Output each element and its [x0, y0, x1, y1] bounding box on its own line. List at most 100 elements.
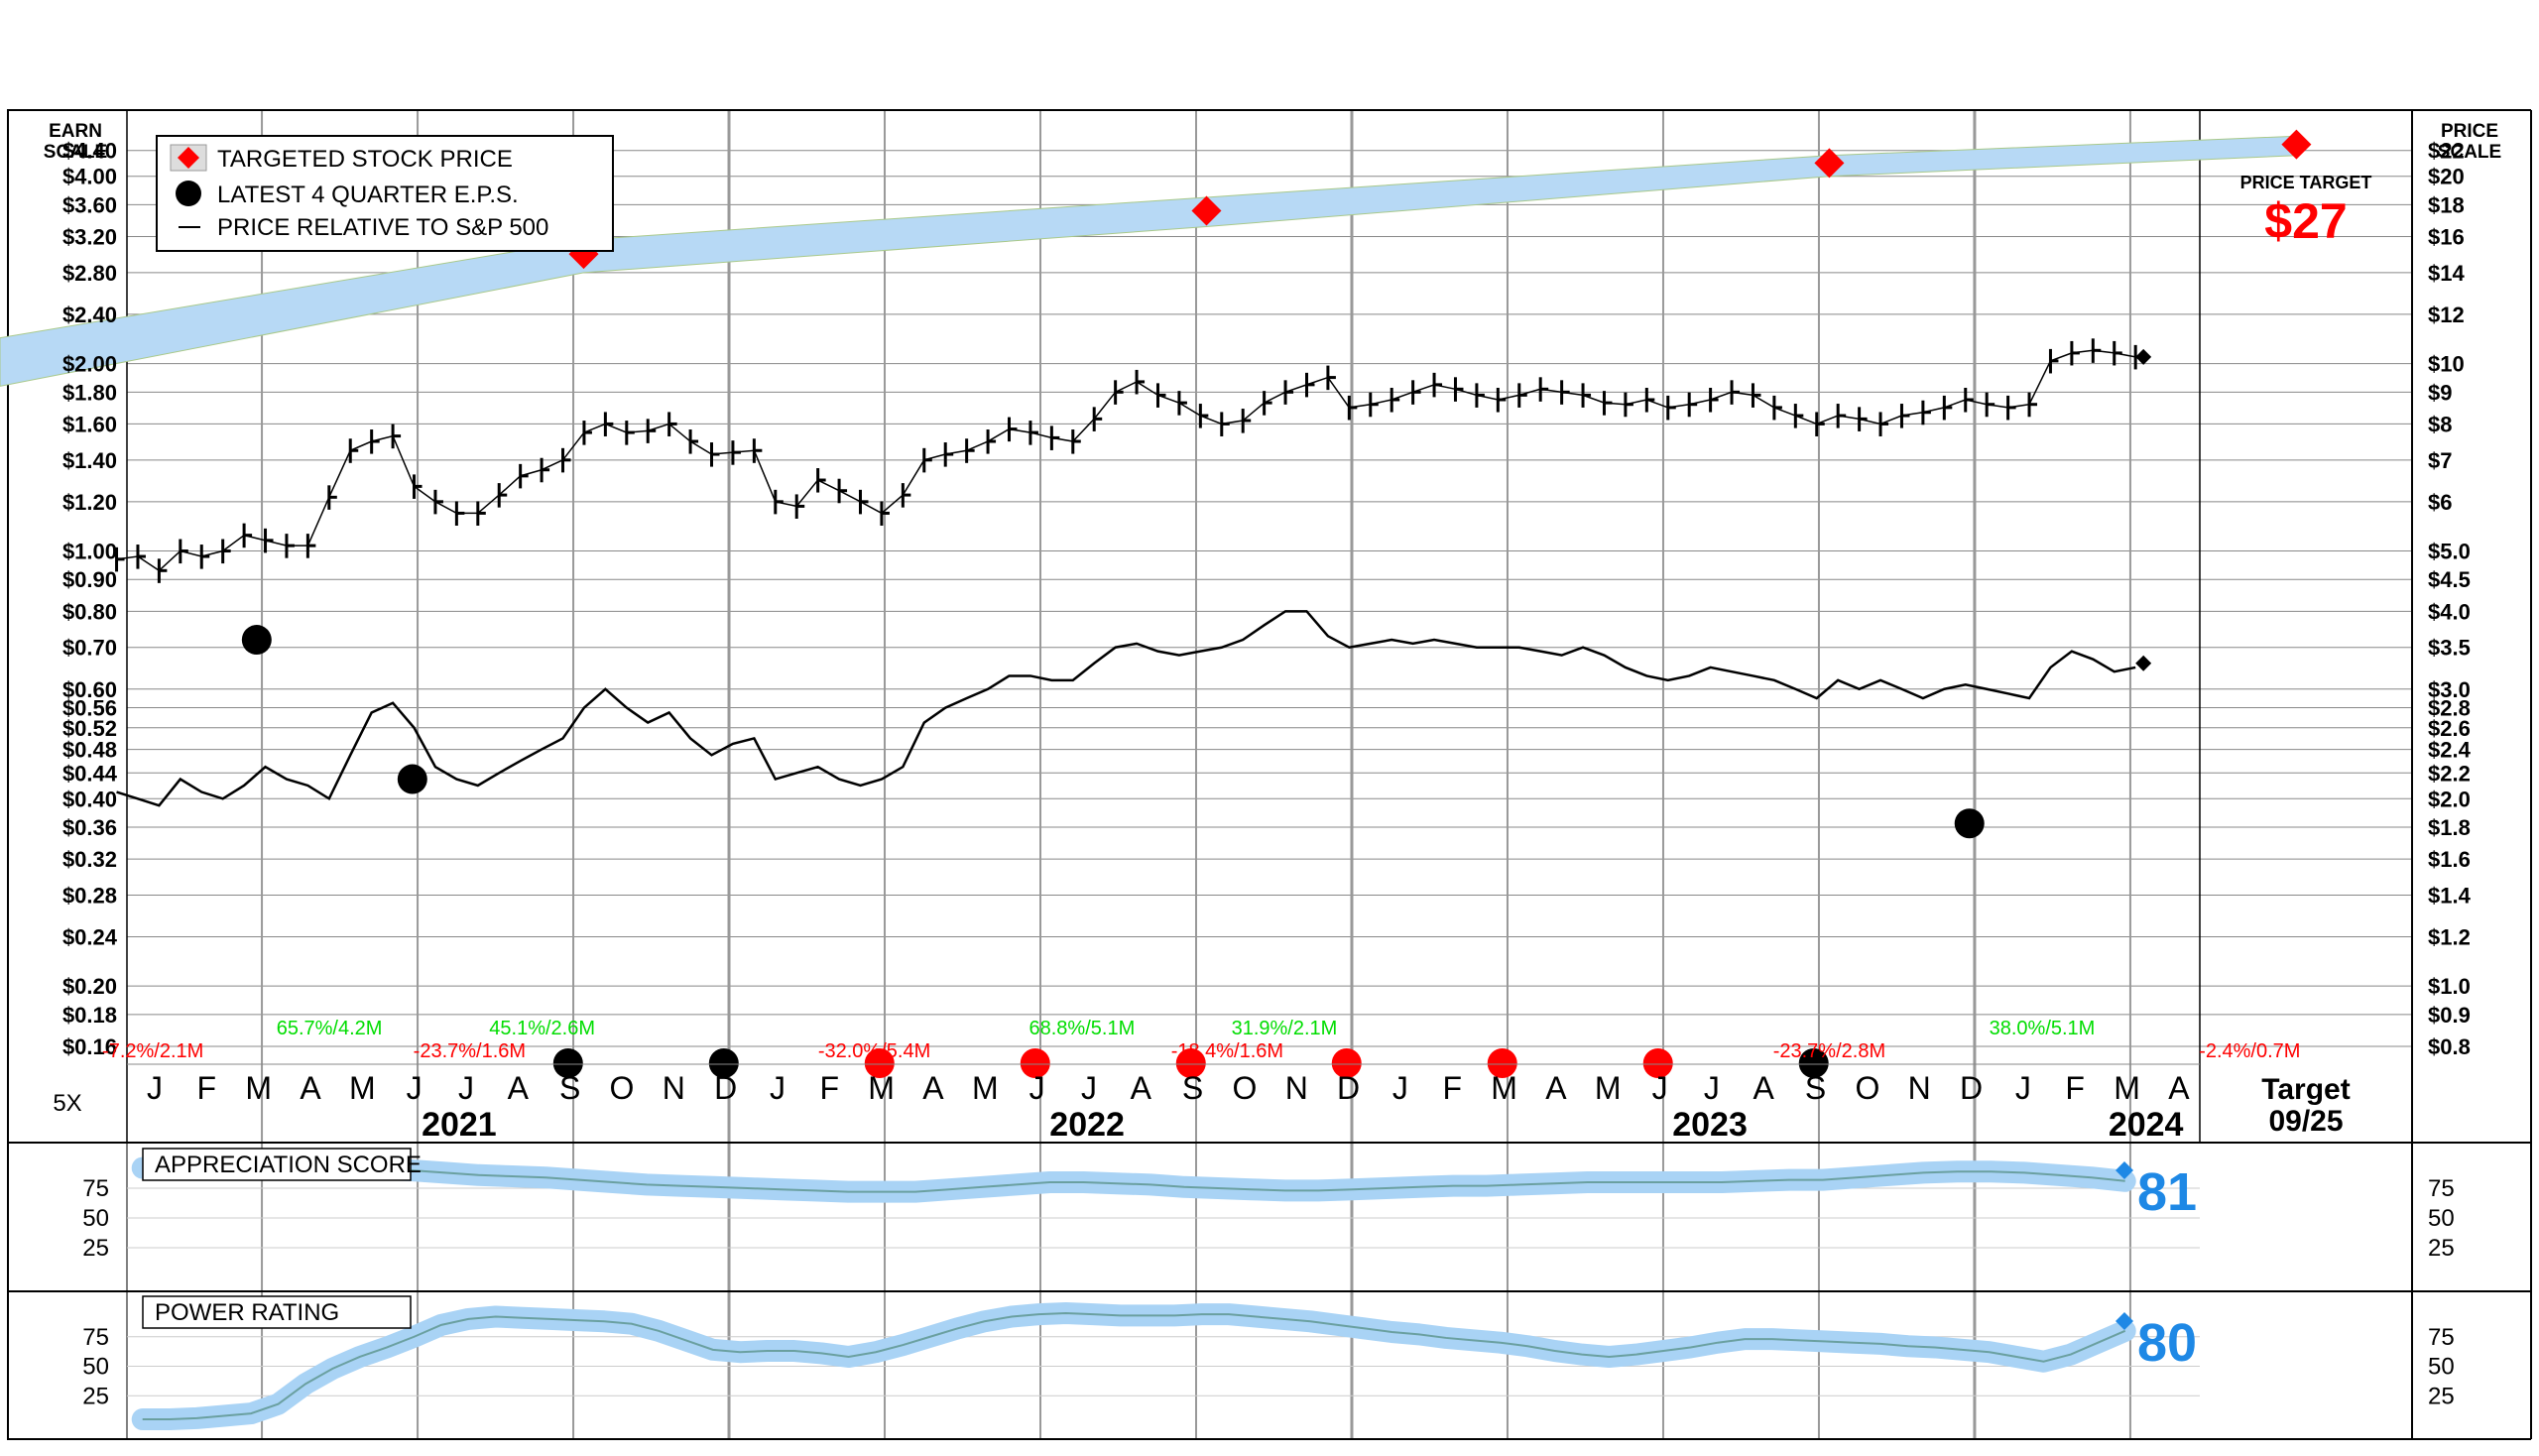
month-label: J — [1081, 1070, 1097, 1106]
price-tick-label: $10 — [2428, 352, 2465, 377]
appreciation-score-title: APPRECIATION SCORE — [155, 1152, 422, 1178]
quarter-change-label: 31.9%/2.1M — [1232, 1018, 1338, 1039]
appreciation-score-tick-right: 50 — [2428, 1205, 2455, 1232]
appreciation-score-line — [142, 1165, 2125, 1193]
earn-tick-label: $3.60 — [62, 192, 117, 217]
eps-dot — [708, 1048, 739, 1078]
month-label: S — [559, 1070, 580, 1106]
price-tick-label: $22 — [2428, 139, 2465, 164]
earn-tick-label: $0.56 — [62, 696, 117, 721]
month-label: A — [2168, 1070, 2190, 1106]
earn-tick-label: $0.80 — [62, 599, 117, 624]
year-label: 2024 — [2109, 1106, 2184, 1144]
axis-tick-labels: $4.40 $22 $4.00 $20 $3.60 $18 $3.20 $16 $2.80 $14… — [62, 139, 2472, 1059]
earn-tick-label: $0.90 — [62, 567, 117, 592]
price-tick-label: $1.6 — [2428, 847, 2471, 872]
power-rating-marker — [2116, 1312, 2133, 1330]
earn-tick-label: $4.40 — [62, 139, 117, 164]
price-tick-label: $0.9 — [2428, 1003, 2471, 1028]
eps-dot — [1954, 808, 1985, 839]
eps-dot — [864, 1048, 895, 1078]
month-label: J — [1029, 1070, 1045, 1106]
price-tick-label: $8 — [2428, 412, 2452, 436]
price-tick-label: $2.4 — [2428, 738, 2472, 763]
quarter-change-label: -7.2%/2.1M — [102, 1040, 203, 1062]
target-box-date: 09/25 — [2268, 1105, 2343, 1138]
earn-tick-label: $0.20 — [62, 974, 117, 999]
month-label: M — [2114, 1070, 2140, 1106]
earn-tick-label: $0.70 — [62, 636, 117, 661]
year-label: 2023 — [1672, 1106, 1748, 1144]
month-label: S — [1805, 1070, 1826, 1106]
price-tick-label: $2.8 — [2428, 696, 2471, 721]
month-label: N — [663, 1070, 685, 1106]
quarter-change-label: -2.4%/0.7M — [2199, 1040, 2300, 1062]
price-scale-label-1: PRICE — [2441, 121, 2498, 142]
last-price-marker — [2135, 348, 2152, 365]
power-rating-line — [142, 1311, 2126, 1421]
legend-box — [156, 135, 614, 252]
eps-dot — [241, 625, 272, 656]
price-tick-label: $3.5 — [2428, 636, 2471, 661]
eps-dot — [1020, 1048, 1050, 1078]
chart-frame — [7, 109, 2532, 1440]
price-tick-label: $4.5 — [2428, 567, 2471, 592]
target-price-band — [0, 129, 2312, 387]
eps-dot — [1331, 1048, 1362, 1078]
earn-tick-label: $2.80 — [62, 261, 117, 286]
power-rating-tick-right: 75 — [2428, 1324, 2455, 1351]
grid-lines — [127, 110, 2412, 1439]
price-tick-label: $2.0 — [2428, 787, 2471, 811]
legend: TARGETED STOCK PRICE LATEST 4 QUARTER E.… — [156, 135, 614, 252]
month-label: A — [1753, 1070, 1775, 1106]
quarter-change-label: 65.7%/4.2M — [277, 1018, 383, 1039]
quarter-change-label: 45.1%/2.6M — [489, 1018, 595, 1039]
power-rating-tick-left: 50 — [82, 1354, 109, 1381]
month-label: F — [2065, 1070, 2085, 1106]
quarter-change-labels: -7.2%/2.1M 65.7%/4.2M -23.7%/1.6M45.1%/2.6… — [102, 1018, 2300, 1062]
month-label: F — [197, 1070, 217, 1106]
power-rating-tick-left: 75 — [82, 1324, 109, 1351]
price-tick-label: $14 — [2428, 261, 2465, 286]
quarter-change-label: -23.7%/1.6M — [414, 1040, 526, 1062]
month-label: O — [1855, 1070, 1879, 1106]
quarter-change-label: 38.0%/5.1M — [1990, 1018, 2096, 1039]
power-rating-title-box — [142, 1295, 412, 1329]
price-tick-label: $1.0 — [2428, 974, 2471, 999]
black-dot-icon — [176, 181, 201, 206]
month-label: O — [1232, 1070, 1257, 1106]
power-rating-tick-right: 25 — [2428, 1383, 2455, 1409]
price-target-label: PRICE TARGET — [2240, 173, 2372, 192]
month-label: D — [1960, 1070, 1983, 1106]
earn-tick-label: $2.00 — [62, 352, 117, 377]
month-label: F — [1442, 1070, 1462, 1106]
power-rating-title: POWER RATING — [155, 1299, 339, 1326]
earn-tick-label: $0.24 — [62, 924, 118, 949]
year-label: 2022 — [1049, 1106, 1125, 1144]
month-label: J — [147, 1070, 163, 1106]
target-diamond — [1191, 195, 1222, 226]
quarter-change-label: 68.8%/5.1M — [1029, 1018, 1136, 1039]
price-tick-label: $7 — [2428, 448, 2452, 473]
eps-dot — [1642, 1048, 1673, 1078]
eps-dot — [1487, 1048, 1517, 1078]
red-diamond-icon — [178, 147, 199, 169]
month-label: A — [1545, 1070, 1567, 1106]
month-label: O — [610, 1070, 635, 1106]
price-tick-label: $5.0 — [2428, 540, 2471, 564]
quarter-change-label: -23.7%/2.8M — [1773, 1040, 1885, 1062]
month-label: J — [1392, 1070, 1408, 1106]
earn-tick-label: $1.00 — [62, 540, 117, 564]
month-label: A — [300, 1070, 321, 1106]
earn-tick-label: $0.48 — [62, 738, 117, 763]
appreciation-score-tick-right: 75 — [2428, 1175, 2455, 1202]
price-scale-label-2: SCALE — [2438, 142, 2501, 163]
price-tick-label: $1.4 — [2428, 883, 2472, 908]
month-label: N — [1285, 1070, 1308, 1106]
price-target-value: $27 — [2264, 193, 2347, 249]
quarter-change-label: -32.0%/5.4M — [818, 1040, 930, 1062]
quarter-change-label: -18.4%/1.6M — [1171, 1040, 1283, 1062]
legend-target-label: TARGETED STOCK PRICE — [217, 146, 513, 173]
earn-tick-label: $0.40 — [62, 787, 117, 811]
